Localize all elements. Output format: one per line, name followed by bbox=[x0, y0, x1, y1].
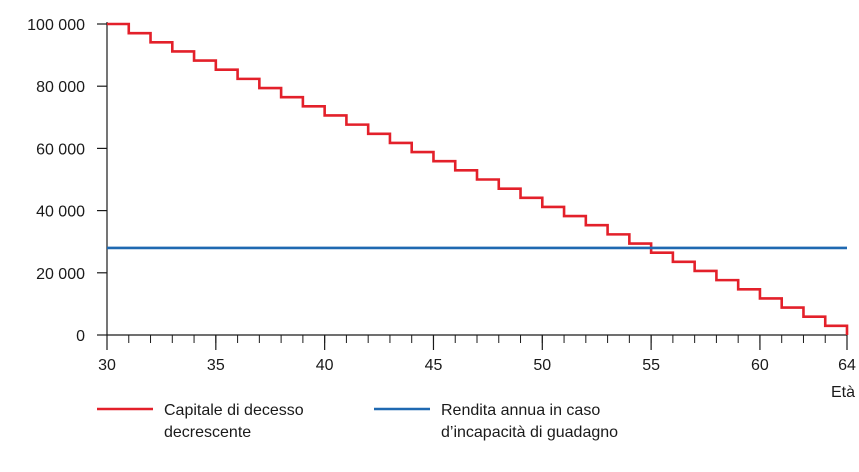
x-tick-label: 55 bbox=[642, 357, 660, 374]
y-tick-label: 100 000 bbox=[27, 17, 85, 34]
x-tick-label: 30 bbox=[98, 357, 116, 374]
axes: 0 20 000 40 000 60 000 80 000 100 000 30 35 40 45… bbox=[27, 17, 856, 401]
x-axis-label: Età bbox=[831, 384, 855, 401]
y-tick-label: 0 bbox=[76, 328, 85, 345]
y-tick-label: 60 000 bbox=[36, 141, 85, 158]
x-tick-label: 60 bbox=[751, 357, 769, 374]
x-tick-label: 45 bbox=[425, 357, 443, 374]
legend-label: d’incapacità di guadagno bbox=[441, 424, 618, 441]
y-tick-label: 80 000 bbox=[36, 79, 85, 96]
x-tick-label: 64 bbox=[838, 357, 856, 374]
x-tick-label: 50 bbox=[533, 357, 551, 374]
series-layer bbox=[107, 22, 849, 335]
legend: Capitale di decesso decrescente Rendita an… bbox=[97, 402, 618, 441]
legend-label: decrescente bbox=[164, 424, 251, 441]
legend-label: Capitale di decesso bbox=[164, 402, 304, 419]
legend-item: Rendita annua in caso d’incapacità di gua… bbox=[374, 402, 618, 441]
x-tick-label: 35 bbox=[207, 357, 225, 374]
x-tick-label: 40 bbox=[316, 357, 334, 374]
legend-label: Rendita annua in caso bbox=[441, 402, 600, 419]
y-tick-label: 40 000 bbox=[36, 204, 85, 221]
legend-item: Capitale di decesso decrescente bbox=[97, 402, 304, 441]
y-tick-label: 20 000 bbox=[36, 266, 85, 283]
series-line-capitale-decesso bbox=[107, 22, 849, 335]
